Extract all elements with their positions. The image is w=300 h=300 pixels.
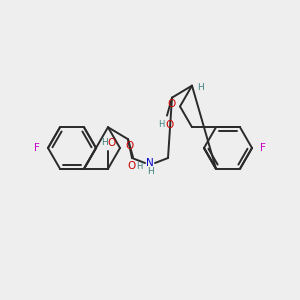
Text: O: O [167, 99, 175, 110]
Text: O: O [165, 120, 173, 130]
Text: F: F [34, 143, 40, 153]
Text: H: H [158, 120, 164, 129]
Text: H: H [198, 83, 204, 92]
Text: F: F [260, 143, 266, 153]
Text: H: H [100, 138, 107, 147]
Text: O: O [127, 161, 135, 171]
Text: O: O [108, 138, 116, 148]
Text: H: H [148, 167, 154, 176]
Text: N: N [146, 158, 154, 168]
Text: H: H [136, 162, 142, 171]
Text: O: O [125, 141, 133, 151]
